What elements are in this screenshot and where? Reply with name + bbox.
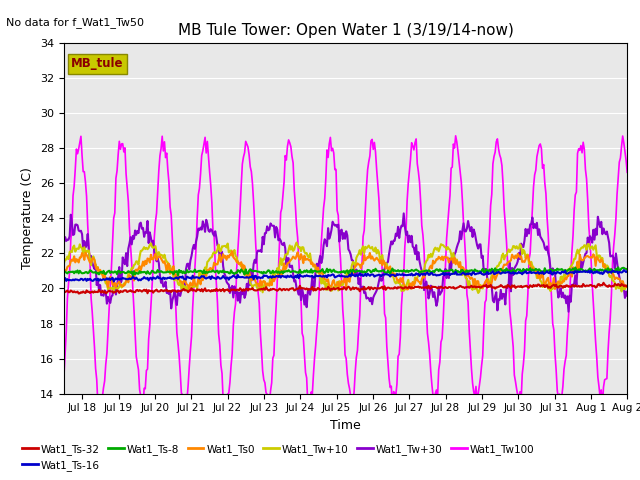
Wat1_Ts-8: [129, 273, 137, 278]
Legend: Wat1_Ts-32, Wat1_Ts-16, Wat1_Ts-8, Wat1_Ts0, Wat1_Tw+10, Wat1_Tw+30, Wat1_Tw100: Wat1_Ts-32, Wat1_Ts-16, Wat1_Ts-8, Wat1_…: [18, 439, 538, 475]
Wat1_Ts-8: [329, 268, 337, 274]
Line: Wat1_Tw+10: Wat1_Tw+10: [64, 242, 627, 293]
X-axis label: Time: Time: [330, 419, 361, 432]
Wat1_Tw+10: [524, 252, 532, 257]
Wat1_Tw+30: [564, 309, 572, 314]
Wat1_Ts0: [228, 248, 236, 254]
Wat1_Ts0: [524, 253, 532, 259]
Wat1_Tw+10: [623, 284, 631, 289]
Wat1_Ts-16: [60, 276, 68, 282]
Wat1_Tw+10: [366, 245, 374, 251]
Wat1_Tw+10: [612, 286, 620, 292]
Wat1_Ts-16: [110, 278, 118, 284]
Wat1_Tw+30: [328, 227, 335, 233]
Wat1_Tw100: [397, 334, 404, 340]
Wat1_Tw+10: [474, 290, 482, 296]
Wat1_Ts-16: [366, 273, 374, 279]
Wat1_Ts-16: [332, 274, 340, 280]
Wat1_Ts-8: [611, 269, 619, 275]
Wat1_Ts-32: [60, 288, 68, 294]
Wat1_Tw100: [331, 167, 339, 172]
Wat1_Ts0: [612, 275, 620, 281]
Line: Wat1_Ts0: Wat1_Ts0: [64, 251, 627, 289]
Wat1_Tw+10: [332, 283, 340, 289]
Line: Wat1_Ts-8: Wat1_Ts-8: [64, 267, 627, 276]
Line: Wat1_Tw+30: Wat1_Tw+30: [64, 214, 627, 312]
Wat1_Tw+10: [60, 260, 68, 266]
Wat1_Tw100: [623, 169, 631, 175]
Wat1_Ts0: [403, 287, 411, 292]
Wat1_Ts0: [623, 284, 631, 290]
Y-axis label: Temperature (C): Temperature (C): [22, 168, 35, 269]
Wat1_Tw100: [60, 372, 68, 378]
Wat1_Ts-8: [614, 264, 622, 270]
Wat1_Ts-8: [523, 266, 531, 272]
Wat1_Tw+30: [365, 295, 372, 301]
Wat1_Tw+30: [612, 251, 620, 256]
Wat1_Tw+10: [329, 287, 337, 292]
Wat1_Ts-16: [329, 272, 337, 277]
Wat1_Ts0: [397, 276, 404, 281]
Wat1_Ts-8: [332, 269, 340, 275]
Wat1_Ts0: [366, 250, 374, 256]
Wat1_Ts-16: [611, 269, 619, 275]
Wat1_Ts-8: [623, 266, 631, 272]
Wat1_Ts-16: [397, 272, 404, 278]
Wat1_Ts-32: [623, 284, 631, 289]
Wat1_Ts-16: [523, 270, 531, 276]
Line: Wat1_Ts-16: Wat1_Ts-16: [64, 270, 627, 281]
Wat1_Ts-32: [332, 286, 340, 292]
Wat1_Ts-32: [397, 284, 404, 290]
Wat1_Ts-8: [397, 268, 404, 274]
Wat1_Ts-32: [523, 283, 531, 288]
Wat1_Ts0: [329, 279, 337, 285]
Wat1_Ts0: [60, 266, 68, 272]
Wat1_Tw+30: [623, 293, 631, 299]
Wat1_Tw100: [388, 408, 396, 414]
Wat1_Ts-32: [366, 287, 374, 292]
Wat1_Ts-8: [366, 268, 374, 274]
Wat1_Ts-16: [623, 268, 631, 274]
Wat1_Ts-32: [75, 290, 83, 296]
Wat1_Ts-8: [60, 268, 68, 274]
Wat1_Ts-32: [600, 280, 607, 286]
Text: MB_tule: MB_tule: [71, 57, 124, 70]
Wat1_Tw100: [452, 133, 460, 139]
Wat1_Tw+30: [331, 223, 339, 228]
Wat1_Ts-16: [620, 267, 628, 273]
Wat1_Ts0: [332, 283, 340, 288]
Wat1_Tw+30: [60, 240, 68, 245]
Line: Wat1_Tw100: Wat1_Tw100: [64, 136, 627, 411]
Line: Wat1_Ts-32: Wat1_Ts-32: [64, 283, 627, 293]
Wat1_Ts-32: [612, 282, 620, 288]
Wat1_Tw100: [524, 291, 532, 297]
Wat1_Tw+10: [292, 240, 300, 245]
Wat1_Tw+30: [523, 233, 531, 239]
Wat1_Tw+30: [396, 235, 403, 241]
Wat1_Tw+10: [397, 282, 404, 288]
Text: No data for f_Wat1_Tw50: No data for f_Wat1_Tw50: [6, 17, 145, 28]
Wat1_Tw100: [612, 216, 620, 221]
Title: MB Tule Tower: Open Water 1 (3/19/14-now): MB Tule Tower: Open Water 1 (3/19/14-now…: [178, 23, 513, 38]
Wat1_Ts-32: [329, 287, 337, 292]
Wat1_Tw100: [365, 159, 372, 165]
Wat1_Tw100: [328, 148, 335, 154]
Wat1_Tw+30: [400, 211, 408, 216]
